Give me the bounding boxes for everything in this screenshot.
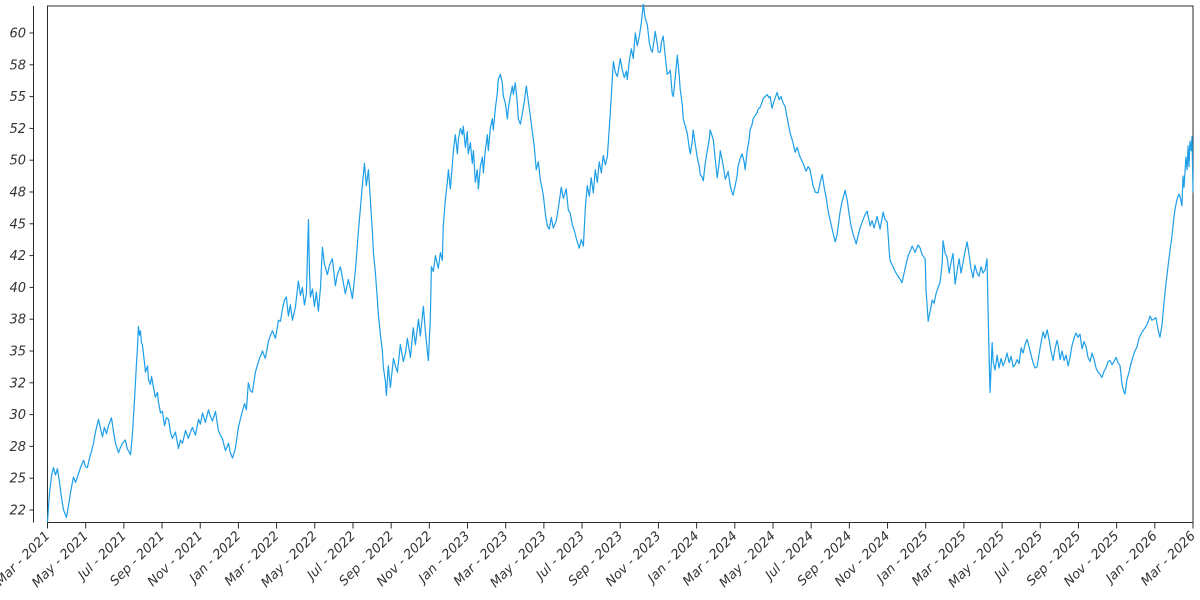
y-tick-label: 22 [9, 504, 26, 519]
y-tick-label: 35 [9, 345, 26, 360]
plot-area [47, 5, 1194, 523]
y-tick-label: 48 [9, 186, 26, 201]
price-series-line [46, 3, 1194, 523]
y-axis: 60 58 55 52 50 48 45 42 40 38 35 32 30 28 25 22 [9, 6, 34, 523]
price-series [46, 3, 1194, 523]
y-tick-label: 28 [9, 440, 26, 455]
y-tick-label: 45 [9, 217, 26, 232]
y-tick-label: 60 [9, 27, 26, 42]
y-tick-label: 52 [9, 122, 26, 137]
y-tick-label: 32 [9, 376, 26, 391]
y-tick-label: 50 [9, 154, 26, 169]
plot-frame [47, 5, 1194, 523]
y-tick-label: 25 [9, 472, 26, 487]
y-tick-label: 30 [9, 408, 26, 423]
y-tick-label: 42 [9, 249, 26, 264]
y-tick-label: 40 [9, 281, 26, 296]
y-tick-label: 58 [9, 58, 26, 73]
y-tick-label: 55 [9, 90, 26, 105]
y-tick-label: 38 [9, 313, 26, 328]
